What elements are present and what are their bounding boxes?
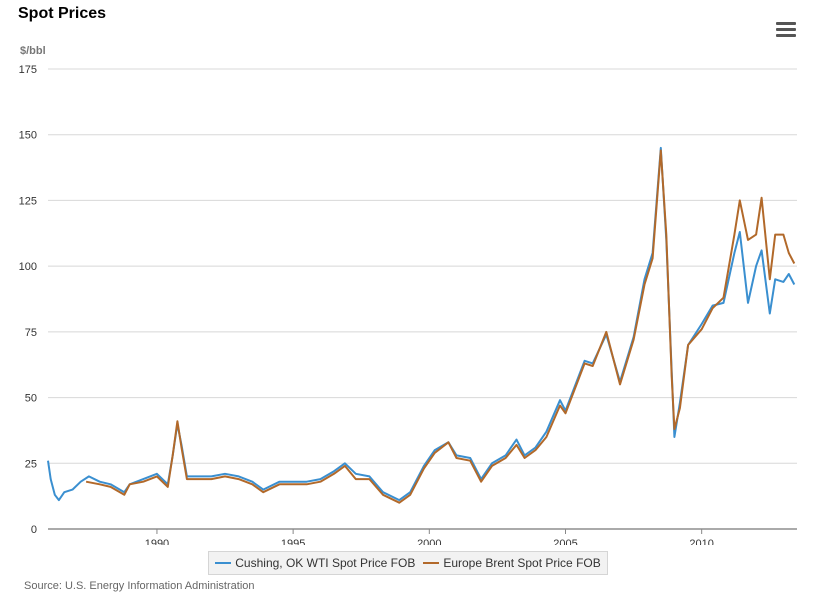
hamburger-menu-icon[interactable] (776, 22, 796, 38)
y-tick-label-150: 150 (19, 130, 37, 142)
series-line-wti (47, 146, 796, 502)
x-tick-label-1995: 1995 (281, 538, 305, 545)
series-line-brent (85, 149, 796, 504)
page-title: Spot Prices (18, 5, 107, 22)
legend-label-brent: Europe Brent Spot Price FOB (443, 556, 601, 570)
legend-item-wti[interactable]: Cushing, OK WTI Spot Price FOB (215, 556, 415, 570)
legend-item-brent[interactable]: Europe Brent Spot Price FOB (423, 556, 601, 570)
source-note: Source: U.S. Energy Information Administ… (24, 580, 255, 592)
x-tick-label-2000: 2000 (417, 538, 441, 545)
y-tick-label-25: 25 (25, 458, 37, 470)
legend-swatch-wti (215, 562, 232, 564)
y-tick-label-50: 50 (25, 393, 37, 405)
chart-plot-area: 0 25 50 75 100 125 150 175 1990 1995 2000 2005 2010 (19, 64, 797, 545)
legend-swatch-brent (423, 562, 440, 564)
y-tick-label-175: 175 (19, 64, 37, 76)
x-tick-label-2005: 2005 (553, 538, 577, 545)
x-tick-label-1990: 1990 (145, 538, 169, 545)
y-tick-label-75: 75 (25, 327, 37, 339)
y-tick-label-0: 0 (31, 524, 37, 536)
x-tick-label-2010: 2010 (689, 538, 713, 545)
y-tick-label-125: 125 (19, 195, 37, 207)
y-tick-label-100: 100 (19, 261, 37, 273)
y-axis-label: $/bbl (20, 45, 46, 57)
legend-label-wti: Cushing, OK WTI Spot Price FOB (235, 556, 416, 570)
chart-legend: Cushing, OK WTI Spot Price FOB Europe Br… (208, 551, 608, 575)
